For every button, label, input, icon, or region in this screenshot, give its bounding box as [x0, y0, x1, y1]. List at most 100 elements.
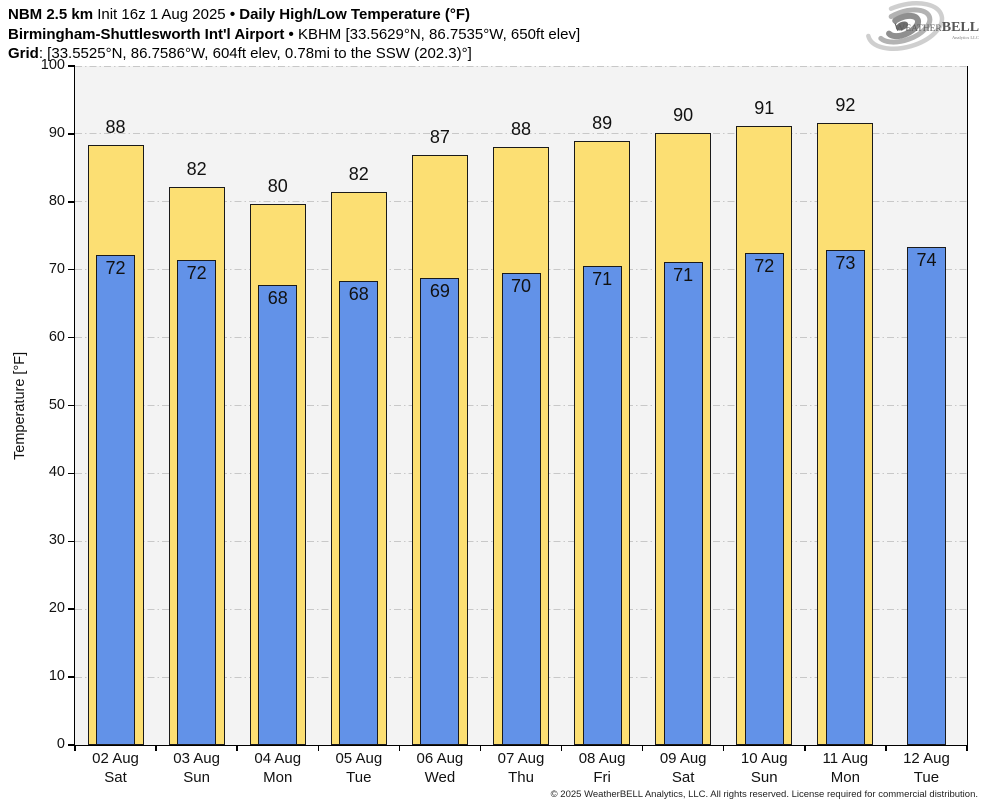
x-label-dow: Fri	[593, 768, 611, 786]
bar-low	[420, 277, 460, 745]
x-label-date: 03 Aug	[173, 750, 220, 767]
x-tick-label: 02 Aug Sat	[74, 750, 158, 787]
model-name: NBM 2.5 km	[8, 6, 94, 23]
title-line-2: Birmingham-Shuttlesworth Int'l Airport •…	[8, 25, 580, 45]
x-tick-label: 10 Aug Sun	[722, 750, 806, 787]
product-title: Daily High/Low Temperature (°F)	[239, 6, 470, 23]
y-tick-label: 10	[48, 668, 65, 685]
y-tick-mark	[68, 404, 75, 407]
y-tick-mark	[68, 540, 75, 543]
bar-low	[582, 265, 622, 745]
x-tick-label: 08 Aug Fri	[560, 750, 644, 787]
x-label-date: 02 Aug	[92, 750, 139, 767]
bar-high-label: 87	[429, 126, 450, 147]
y-tick-mark	[68, 744, 75, 746]
bar-low	[663, 261, 703, 745]
bar-high-label: 91	[754, 97, 775, 118]
y-tick-mark	[68, 336, 75, 339]
y-tick-label: 90	[48, 124, 65, 141]
bar-low-label: 68	[267, 288, 288, 309]
bar-low-label: 72	[105, 258, 126, 279]
bar-low-label: 71	[673, 264, 694, 285]
x-tick-mark	[74, 745, 76, 751]
y-axis-title: Temperature [°F]	[12, 351, 28, 460]
y-tick-label: 100	[40, 57, 65, 73]
x-label-date: 11 Aug	[822, 750, 869, 767]
x-tick-label: 05 Aug Tue	[317, 750, 401, 787]
x-label-date: 10 Aug	[740, 750, 788, 767]
bar-low-label: 70	[510, 276, 532, 297]
x-tick-mark	[317, 745, 320, 751]
x-tick-mark	[398, 745, 401, 751]
bar-low-label: 69	[429, 280, 450, 301]
grid-label: Grid	[8, 45, 39, 62]
grid-value: : [33.5525°N, 86.7586°W, 604ft elev, 0.7…	[38, 45, 472, 62]
x-label-date: 04 Aug	[254, 750, 302, 767]
x-label-dow: Tue	[913, 768, 940, 786]
bar-low-label: 72	[754, 256, 775, 277]
y-tick-mark	[68, 676, 75, 678]
y-tick-mark	[68, 608, 75, 610]
bar-low	[825, 250, 865, 745]
y-tick-label: 0	[56, 736, 65, 752]
station-meta: KBHM [33.5629°N, 86.7535°W, 650ft elev]	[297, 25, 581, 43]
x-tick-label: 06 Aug Wed	[398, 750, 482, 787]
title-line-1: NBM 2.5 km Init 16z 1 Aug 2025 • Daily H…	[8, 5, 580, 25]
bar-low	[339, 281, 379, 745]
bar-high-label: 90	[673, 104, 694, 125]
x-label-date: 06 Aug	[416, 750, 464, 767]
bar-high-label: 89	[592, 113, 613, 134]
bar-high-label: 88	[105, 117, 126, 138]
x-tick-mark	[155, 745, 157, 751]
bar-low	[96, 255, 136, 745]
bar-high-label: 82	[348, 163, 369, 184]
x-label-date: 12 Aug	[903, 750, 950, 767]
bar-low	[258, 285, 298, 745]
x-label-dow: Sun	[183, 768, 210, 786]
x-tick-mark	[479, 745, 482, 751]
bar-high-label: 92	[835, 95, 856, 116]
x-label-dow: Mon	[263, 768, 293, 786]
title-line-3: Grid: [33.5525°N, 86.7586°W, 604ft elev,…	[8, 44, 580, 64]
bar-low	[744, 253, 784, 745]
x-tick-label: 11 Aug Mon	[803, 750, 887, 787]
y-tick-label: 70	[48, 260, 65, 277]
x-label-dow: Mon	[830, 768, 860, 786]
chart-header: NBM 2.5 km Init 16z 1 Aug 2025 • Daily H…	[8, 5, 580, 64]
bar-high-label: 82	[186, 158, 207, 179]
bar-low	[177, 260, 217, 745]
bar-low-label: 72	[186, 263, 207, 284]
title-separator: •	[229, 6, 236, 23]
x-tick-label: 09 Aug Sat	[641, 750, 725, 787]
grid-line	[75, 65, 967, 67]
x-tick-mark	[885, 745, 887, 751]
copyright-text: © 2025 WeatherBELL Analytics, LLC. All r…	[550, 789, 978, 800]
x-tick-mark	[236, 745, 238, 751]
x-label-date: 09 Aug	[659, 750, 707, 767]
y-tick-label: 50	[48, 396, 65, 413]
title-separator-2: •	[288, 25, 294, 43]
y-tick-mark	[68, 268, 75, 271]
bar-low-label: 71	[592, 268, 613, 289]
x-label-date: 05 Aug	[335, 750, 383, 767]
x-tick-label: 03 Aug Sun	[155, 750, 239, 787]
y-tick-label: 80	[48, 192, 65, 209]
grid-line	[75, 133, 967, 135]
x-tick-label: 12 Aug Tue	[884, 750, 968, 787]
x-label-dow: Sat	[671, 768, 695, 786]
bar-low-label: 68	[348, 284, 369, 305]
x-tick-mark	[641, 745, 644, 751]
axis-spine-bottom	[73, 744, 968, 746]
station-name: Birmingham-Shuttlesworth Int'l Airport	[8, 25, 285, 43]
bar-low	[501, 273, 541, 745]
x-label-dow: Tue	[346, 768, 372, 786]
x-tick-mark	[966, 745, 968, 751]
x-label-dow: Sun	[750, 768, 778, 786]
logo-wordmark: WEATHERBELL	[894, 20, 979, 35]
y-tick-mark	[68, 65, 75, 67]
bar-high-label: 80	[267, 175, 288, 196]
init-time: Init 16z 1 Aug 2025	[97, 6, 226, 23]
y-tick-label: 60	[48, 328, 65, 345]
y-tick-mark	[68, 472, 75, 475]
